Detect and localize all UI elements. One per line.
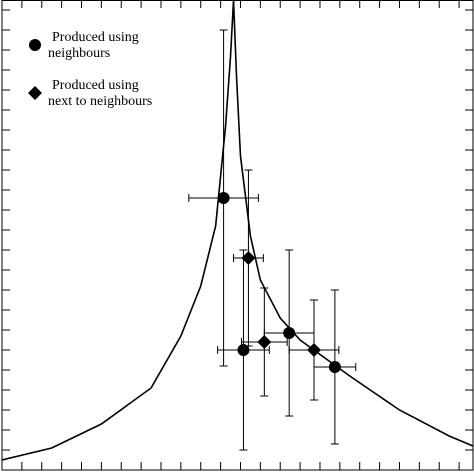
model-curve (2, 0, 473, 461)
legend-item: Produced using neighbours (29, 30, 139, 61)
legend-label: Produced using neighbours (48, 30, 139, 61)
legend-marker (29, 39, 41, 51)
point (283, 327, 296, 339)
point (237, 344, 250, 356)
point (217, 192, 230, 204)
point (241, 251, 256, 265)
point (257, 335, 272, 349)
legend-label: Produced using next to neighbours (48, 78, 152, 109)
point (328, 361, 341, 373)
point (307, 343, 322, 357)
legend-marker (28, 86, 42, 100)
legend-item: Produced using next to neighbours (28, 78, 152, 109)
plot-area (2, 0, 473, 461)
